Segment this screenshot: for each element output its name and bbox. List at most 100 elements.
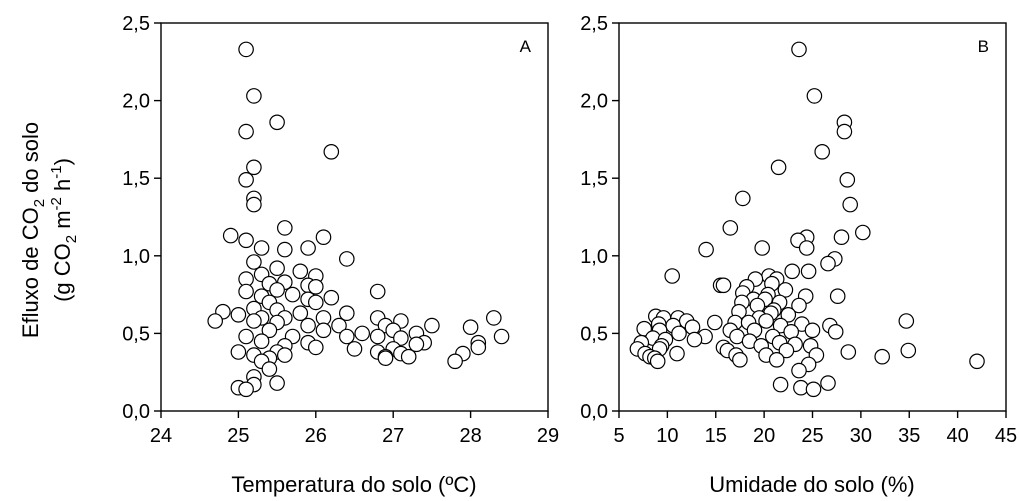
panel-a-x-axis-title: Temperatura do solo (ºC)	[231, 472, 476, 497]
panel-b-y-tick-label: 1,0	[580, 246, 608, 268]
y-axis-title-units: (g CO2 m-2 h-1)	[48, 158, 80, 302]
y-axis-title: Efluxo de CO2 do solo	[18, 122, 48, 338]
panel-a-x-tick-label: 28	[459, 425, 481, 447]
panel-a-data-point	[238, 41, 254, 58]
panel-b-data-point	[804, 322, 821, 339]
panel-a-data-point	[323, 289, 340, 306]
ylabel-line2-mid2: h	[50, 179, 75, 197]
panel-a-data-point	[400, 348, 417, 365]
panel-a-x-tick-label: 26	[305, 425, 327, 447]
panel-b-data-point	[820, 255, 836, 272]
panel-a-x-tick-label: 29	[537, 425, 559, 447]
panel-a-data-point	[292, 305, 309, 321]
panel-b-y-tick-label: 2,0	[580, 91, 608, 113]
panel-b-data-point	[814, 144, 830, 160]
panel-b-x-tick-label: 15	[705, 425, 727, 447]
panel-a-data-point	[276, 241, 293, 258]
panel-a-data-point	[253, 333, 270, 349]
panel-a-data-point	[253, 240, 270, 256]
panel-a-data-point	[246, 254, 262, 270]
ylabel-line2-close: )	[50, 158, 75, 165]
panel-a-letter: A	[520, 37, 532, 56]
panel-a-data-point	[493, 328, 510, 345]
panel-b-data-point	[777, 282, 794, 298]
panel-b-data-point	[836, 123, 853, 140]
panel-a-data-point	[246, 88, 262, 104]
ylabel-line2-mid1: m	[50, 210, 75, 234]
panel-a-points	[207, 41, 510, 398]
panel-a-data-point	[354, 325, 370, 342]
panel-a-data-point	[276, 220, 293, 236]
panel-a-data-point	[369, 328, 386, 345]
panel-b-data-point	[839, 172, 856, 188]
ylabel-line2-open: (g CO	[50, 243, 75, 302]
panel-a-data-point	[230, 344, 247, 360]
panel-b-x-tick-label: 45	[995, 425, 1017, 447]
panel-b-data-point	[805, 381, 822, 398]
panel-b-data-point	[829, 288, 846, 304]
panel-b-data-point	[722, 220, 739, 236]
panel-a-data-point	[369, 283, 386, 300]
panel-a-data-point	[261, 361, 278, 377]
panel-b-points	[629, 41, 985, 398]
panel-a-x-tick-label: 27	[382, 425, 404, 447]
panel-a-data-point	[246, 159, 262, 176]
panel-a-data-point	[307, 339, 324, 356]
panel-b-data-point	[772, 376, 789, 393]
panel-a-data-point	[238, 381, 254, 398]
panel-a-data-point	[222, 227, 239, 244]
panel-b-data-point	[778, 342, 795, 359]
panel-b-data-point	[732, 351, 748, 368]
panel-a-x-tick-label: 24	[150, 425, 172, 447]
panel-b-data-point	[768, 351, 785, 368]
panel-b-data-point	[734, 190, 751, 207]
ylabel-line1-suffix: do solo	[18, 122, 43, 199]
panel-a-data-point	[269, 114, 285, 131]
ylabel-line2-sup1: -2	[48, 197, 65, 210]
panel-a-data-point	[238, 328, 254, 345]
panel-b-data-point	[800, 263, 817, 280]
panel-a-data-point	[284, 286, 301, 303]
panel-a-y-tick-label: 2,0	[122, 91, 150, 113]
panel-b: B Umidade do solo (%) 5 10 15 20 25 30 35 40 45 0…	[580, 13, 1017, 497]
panel-a-ticks: 24 25 26 27 28 29 0,0 0,5 1,0 1,5 2,0 2,5	[122, 13, 559, 447]
panel-b-data-point	[806, 88, 823, 104]
panel-b-x-axis-title: Umidade do solo (%)	[709, 472, 914, 497]
ylabel-line1-prefix: Efluxo de CO	[18, 207, 43, 338]
panel-b-data-point	[791, 297, 807, 314]
panel-b-data-point	[698, 241, 714, 258]
panel-b-x-tick-label: 25	[801, 425, 823, 447]
panel-a-data-point	[338, 251, 355, 267]
panel-a-data-point	[408, 336, 425, 353]
panel-a-data-point	[238, 172, 254, 188]
ylabel-line1-sub: 2	[31, 199, 48, 207]
panel-b-data-point	[791, 362, 807, 379]
panel-a-data-point	[315, 322, 332, 339]
panel-a-y-tick-label: 1,5	[122, 168, 150, 190]
panel-b-y-tick-label: 1,5	[580, 168, 608, 190]
panel-a-data-point	[338, 305, 355, 321]
panel-a-y-tick-label: 0,0	[122, 401, 150, 423]
panel-a-data-point	[276, 347, 293, 363]
panel-a-data-point	[269, 282, 285, 298]
ylabel-line2-sub: 2	[63, 235, 80, 243]
panel-b-y-tick-label: 0,5	[580, 323, 608, 345]
panel-b-data-point	[842, 196, 858, 213]
panel-b-data-point	[706, 314, 723, 331]
panel-b-data-point	[784, 263, 800, 280]
panel-b-x-tick-label: 30	[850, 425, 872, 447]
panel-a-y-tick-label: 1,0	[122, 246, 150, 268]
panel-b-x-tick-label: 35	[898, 425, 920, 447]
panel-a-data-point	[393, 330, 409, 346]
panel-a-x-tick-label: 25	[227, 425, 249, 447]
panel-b-data-point	[969, 353, 985, 370]
panel-b-x-tick-label: 5	[613, 425, 624, 447]
ylabel-line2-sup2: -1	[48, 165, 65, 178]
panel-b-data-point	[758, 313, 774, 329]
panel-a-data-point	[470, 339, 487, 356]
panel-a-data-point	[292, 263, 309, 280]
panel-b-data-point	[798, 240, 815, 256]
panel-a-data-point	[246, 313, 262, 329]
panel-a-data-point	[323, 144, 340, 160]
